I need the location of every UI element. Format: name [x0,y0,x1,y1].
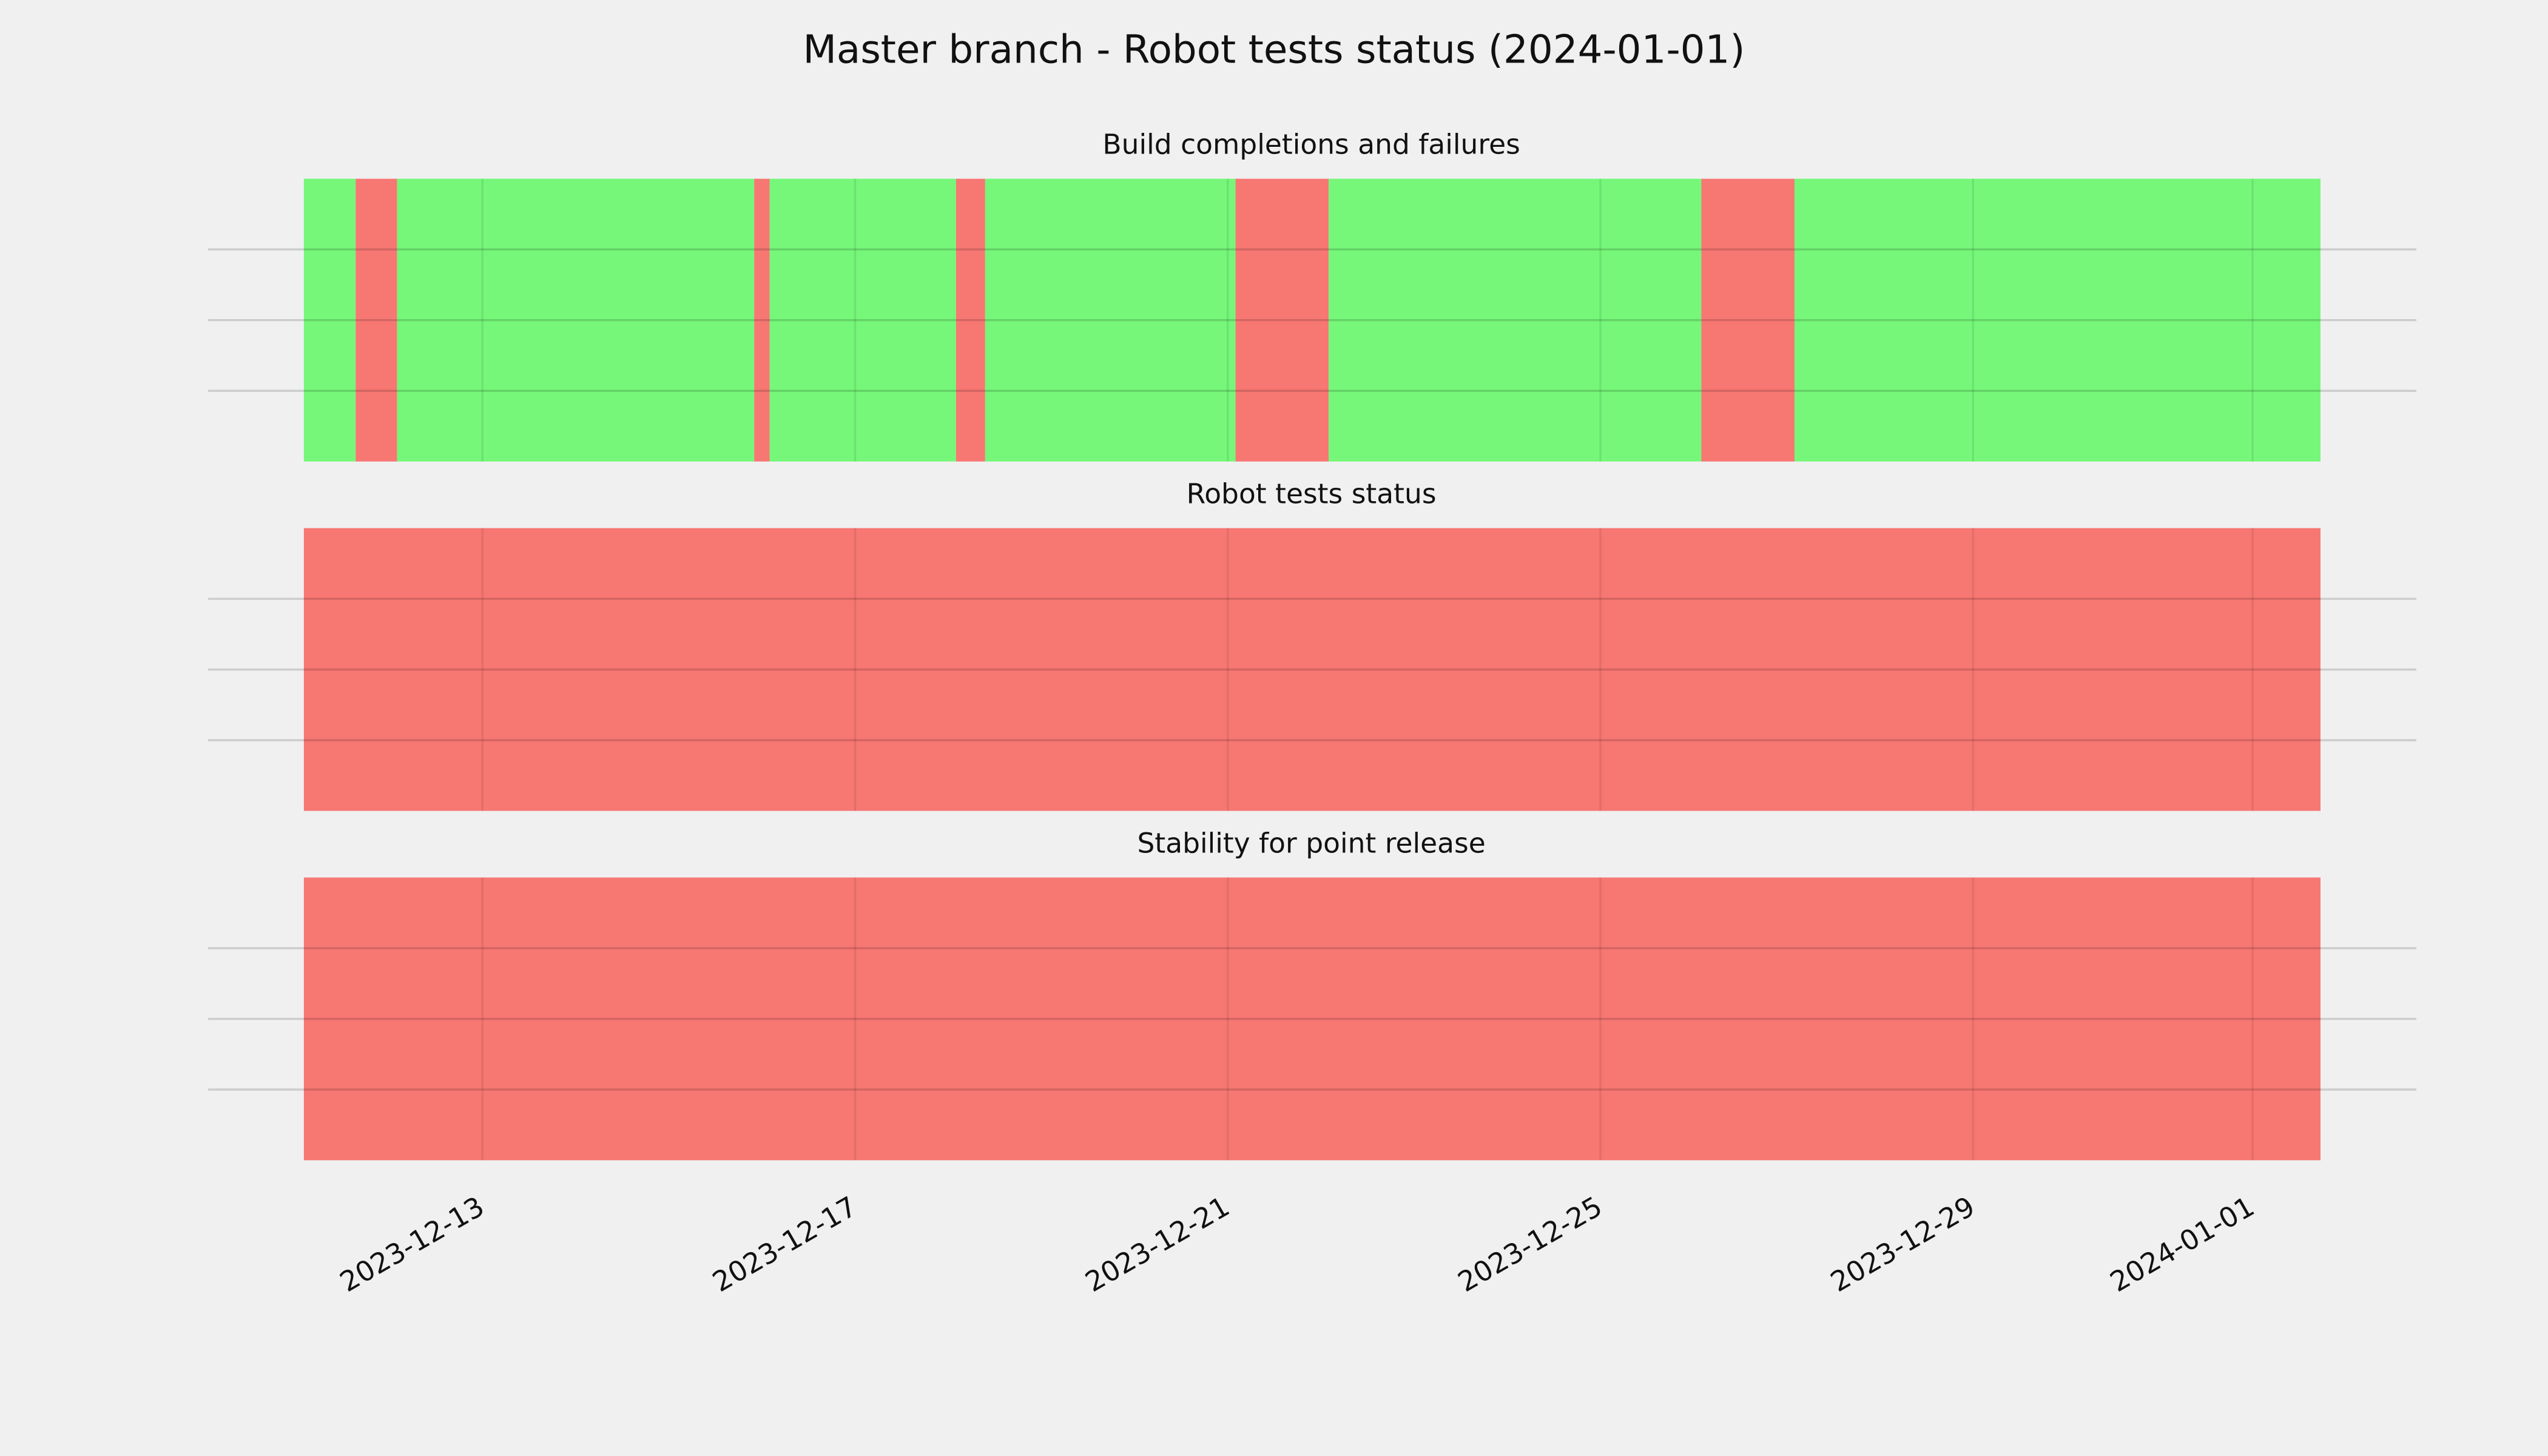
status-span [754,178,770,462]
chart-title: Master branch - Robot tests status (2024… [803,27,1745,72]
panel-title: Robot tests status [1187,477,1437,510]
status-span [769,178,956,462]
status-span [303,877,2321,1161]
status-span [303,178,356,462]
status-span [1235,178,1329,462]
status-span [985,178,1236,462]
status-span [356,178,397,462]
status-span [956,178,985,462]
status-span [1329,178,1702,462]
status-span [303,528,2321,811]
panel-title: Build completions and failures [1102,129,1520,161]
status-span [1794,178,2320,462]
status-span [397,178,755,462]
panel-title: Stability for point release [1137,827,1485,859]
status-span [1701,178,1795,462]
